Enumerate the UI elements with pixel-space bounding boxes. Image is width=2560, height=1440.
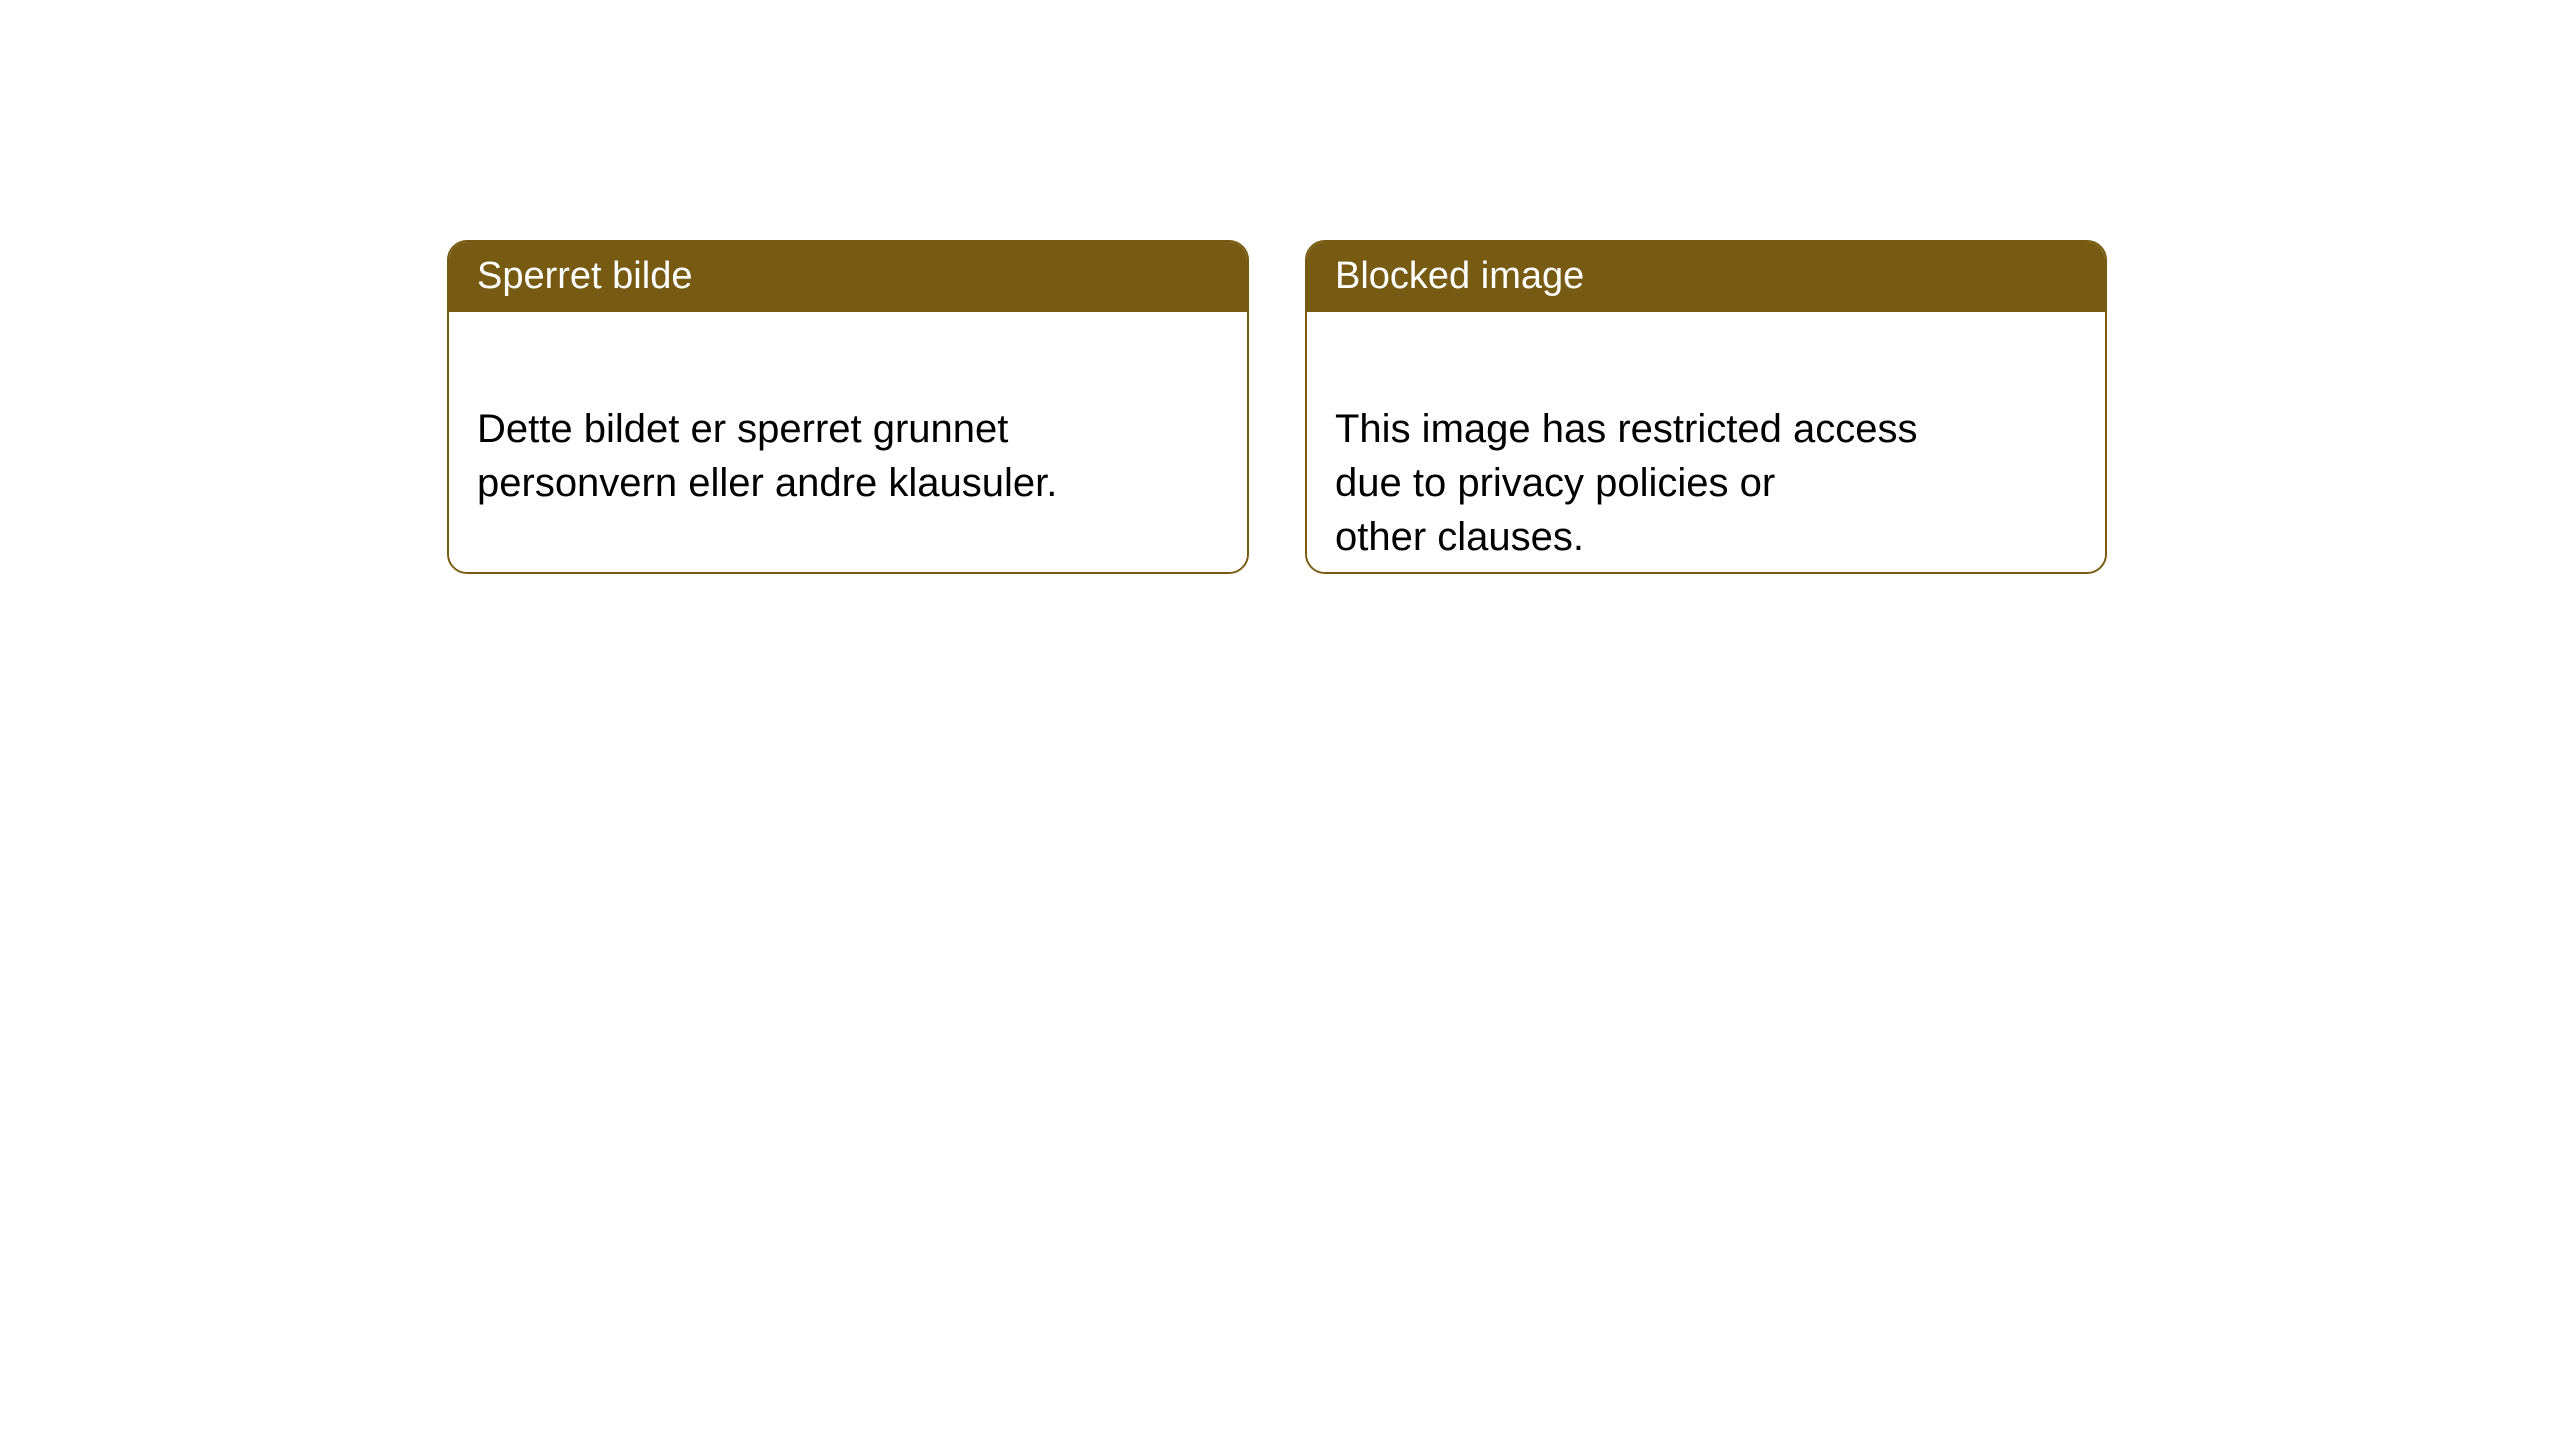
notice-title: Blocked image <box>1335 255 1584 297</box>
notice-body: Dette bildet er sperret grunnet personve… <box>449 312 1247 572</box>
notice-card-norwegian: Sperret bilde Dette bildet er sperret gr… <box>447 240 1249 574</box>
notice-cards-container: Sperret bilde Dette bildet er sperret gr… <box>447 240 2107 574</box>
notice-title: Sperret bilde <box>477 255 692 297</box>
notice-header: Blocked image <box>1307 242 2105 312</box>
notice-card-english: Blocked image This image has restricted … <box>1305 240 2107 574</box>
notice-body: This image has restricted access due to … <box>1307 312 2105 572</box>
notice-body-text: This image has restricted access due to … <box>1335 407 1917 559</box>
notice-body-text: Dette bildet er sperret grunnet personve… <box>477 407 1057 505</box>
notice-header: Sperret bilde <box>449 242 1247 312</box>
